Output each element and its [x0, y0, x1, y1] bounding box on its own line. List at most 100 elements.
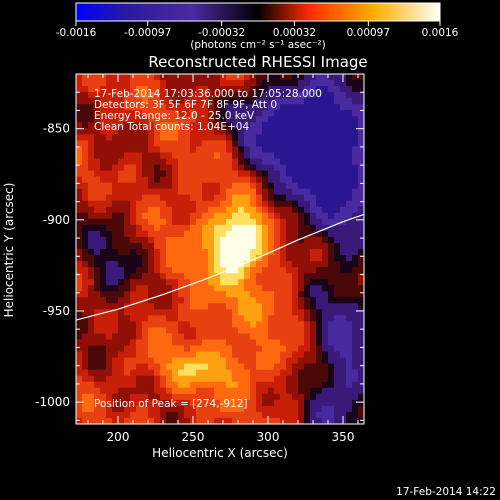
heatmap-cell: [118, 86, 125, 93]
heatmap-cell: [304, 86, 311, 93]
heatmap-cell: [112, 405, 119, 413]
heatmap-cell: [94, 134, 101, 141]
heatmap-cell: [208, 387, 215, 395]
heatmap-cell: [208, 140, 215, 148]
heatmap-cell: [220, 405, 227, 413]
heatmap-cell: [190, 224, 197, 232]
heatmap-cell: [208, 399, 215, 407]
heatmap-cell: [232, 188, 239, 196]
heatmap-cell: [130, 194, 137, 202]
heatmap-cell: [256, 236, 263, 244]
heatmap-cell: [208, 297, 215, 304]
heatmap-cell: [148, 134, 155, 141]
heatmap-cell: [208, 146, 215, 154]
heatmap-cell: [286, 309, 293, 316]
heatmap-cell: [304, 110, 311, 117]
heatmap-cell: [106, 164, 113, 172]
heatmap-cell: [178, 267, 185, 274]
heatmap-cell: [262, 206, 269, 214]
heatmap-cell: [130, 321, 137, 329]
heatmap-cell: [328, 255, 335, 262]
heatmap-cell: [244, 417, 251, 424]
heatmap-cell: [166, 206, 173, 214]
heatmap-cell: [142, 321, 149, 329]
heatmap-cell: [286, 249, 293, 256]
heatmap-cell: [256, 164, 263, 172]
heatmap-cell: [100, 80, 107, 87]
heatmap-cell: [172, 267, 179, 274]
info-line: 17-Feb-2014 17:03:36.000 to 17:05:28.000: [94, 88, 322, 100]
heatmap-cell: [160, 116, 167, 123]
heatmap-cell: [292, 387, 299, 395]
heatmap-cell: [196, 279, 203, 286]
heatmap-cell: [184, 327, 191, 335]
heatmap-cell: [286, 273, 293, 280]
heatmap-cell: [154, 351, 161, 359]
heatmap-cell: [100, 242, 107, 250]
heatmap-cell: [334, 86, 341, 93]
heatmap-cell: [352, 206, 359, 214]
heatmap-cell: [76, 267, 83, 274]
heatmap-cell: [262, 417, 269, 424]
heatmap-cell: [136, 230, 143, 238]
heatmap-cell: [262, 279, 269, 286]
heatmap-cell: [172, 170, 179, 178]
heatmap-cell: [304, 146, 311, 154]
heatmap-cell: [322, 327, 329, 335]
heatmap-cell: [196, 80, 203, 87]
heatmap-cell: [316, 158, 323, 166]
heatmap-cell: [340, 369, 347, 377]
heatmap-cell: [148, 405, 155, 413]
heatmap-cell: [142, 363, 149, 371]
heatmap-cell: [232, 273, 239, 280]
heatmap-cell: [118, 375, 125, 383]
heatmap-cell: [214, 92, 221, 99]
heatmap-cell: [352, 357, 359, 365]
heatmap-cell: [280, 267, 287, 274]
heatmap-cell: [334, 327, 341, 335]
heatmap-cell: [226, 411, 233, 419]
heatmap-cell: [250, 297, 257, 304]
heatmap-cell: [184, 273, 191, 280]
heatmap-cell: [196, 297, 203, 304]
heatmap-cell: [124, 158, 131, 166]
heatmap-cell: [232, 80, 239, 87]
heatmap-cell: [190, 405, 197, 413]
heatmap-cell: [268, 411, 275, 419]
heatmap-cell: [124, 267, 131, 274]
heatmap-cell: [280, 80, 287, 87]
heatmap-cell: [76, 206, 83, 214]
heatmap-cell: [136, 375, 143, 383]
heatmap-cell: [226, 188, 233, 196]
heatmap-cell: [172, 128, 179, 135]
heatmap-cell: [262, 116, 269, 123]
heatmap-cell: [298, 357, 305, 365]
heatmap-cell: [166, 212, 173, 220]
heatmap-cell: [232, 261, 239, 268]
heatmap-cell: [220, 393, 227, 401]
heatmap-cell: [274, 291, 281, 298]
heatmap-cell: [88, 80, 95, 87]
heatmap-cell: [298, 206, 305, 214]
heatmap-cell: [208, 164, 215, 172]
heatmap-cell: [358, 291, 364, 298]
heatmap-cell: [268, 122, 275, 129]
heatmap-cell: [298, 375, 305, 383]
heatmap-cell: [118, 249, 125, 256]
heatmap-cell: [352, 80, 359, 87]
heatmap-cell: [262, 170, 269, 178]
heatmap-cell: [214, 369, 221, 377]
heatmap-cell: [82, 255, 89, 262]
heatmap-cell: [304, 363, 311, 371]
heatmap-cell: [346, 128, 353, 135]
heatmap-cell: [190, 134, 197, 141]
heatmap-cell: [334, 309, 341, 316]
heatmap-cell: [250, 333, 257, 341]
heatmap-cell: [136, 74, 143, 81]
heatmap-cell: [250, 200, 257, 208]
heatmap-cell: [82, 158, 89, 166]
heatmap-cell: [292, 279, 299, 286]
heatmap-cell: [352, 104, 359, 111]
heatmap-cell: [106, 212, 113, 220]
heatmap-cell: [184, 333, 191, 341]
